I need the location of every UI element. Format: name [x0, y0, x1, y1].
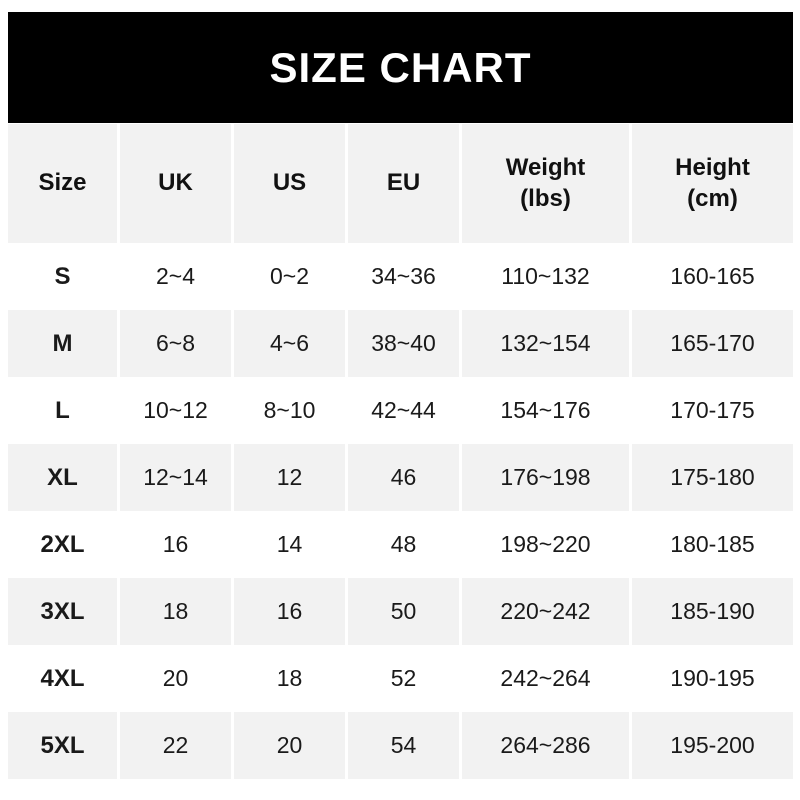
cell-eu: 52	[348, 645, 462, 712]
column-header-uk: UK	[120, 124, 234, 243]
cell-uk: 2~4	[120, 243, 234, 310]
cell-us: 12	[234, 444, 348, 511]
cell-height: 160-165	[632, 243, 793, 310]
cell-weight: 154~176	[462, 377, 632, 444]
column-header-height-unit: (cm)	[687, 184, 738, 212]
cell-uk: 12~14	[120, 444, 234, 511]
table-header-row: Size UK US EU Weight (lbs)	[8, 124, 793, 243]
cell-eu: 48	[348, 511, 462, 578]
cell-us: 20	[234, 712, 348, 779]
size-chart-table: Size UK US EU Weight (lbs)	[8, 124, 793, 779]
column-header-weight-unit: (lbs)	[520, 184, 571, 212]
table-row: 5XL 22 20 54 264~286 195-200	[8, 712, 793, 779]
column-header-weight-label: Weight	[505, 153, 586, 181]
table-row: 2XL 16 14 48 198~220 180-185	[8, 511, 793, 578]
cell-weight: 132~154	[462, 310, 632, 377]
cell-weight: 220~242	[462, 578, 632, 645]
cell-height: 175-180	[632, 444, 793, 511]
cell-weight: 110~132	[462, 243, 632, 310]
cell-size: 4XL	[8, 645, 120, 712]
cell-size: S	[8, 243, 120, 310]
cell-us: 4~6	[234, 310, 348, 377]
cell-us: 18	[234, 645, 348, 712]
cell-uk: 20	[120, 645, 234, 712]
table-row: L 10~12 8~10 42~44 154~176 170-175	[8, 377, 793, 444]
page-title: SIZE CHART	[269, 43, 532, 91]
cell-height: 190-195	[632, 645, 793, 712]
cell-weight: 176~198	[462, 444, 632, 511]
cell-eu: 54	[348, 712, 462, 779]
cell-weight: 198~220	[462, 511, 632, 578]
table-row: 3XL 18 16 50 220~242 185-190	[8, 578, 793, 645]
column-header-weight: Weight (lbs)	[462, 124, 632, 243]
cell-weight: 264~286	[462, 712, 632, 779]
cell-eu: 50	[348, 578, 462, 645]
table-row: XL 12~14 12 46 176~198 175-180	[8, 444, 793, 511]
table-header: Size UK US EU Weight (lbs)	[8, 124, 793, 243]
cell-height: 180-185	[632, 511, 793, 578]
cell-eu: 42~44	[348, 377, 462, 444]
cell-height: 185-190	[632, 578, 793, 645]
table-body: S 2~4 0~2 34~36 110~132 160-165 M 6~8 4~6 38~40 13…	[8, 243, 793, 779]
cell-eu: 34~36	[348, 243, 462, 310]
cell-height: 195-200	[632, 712, 793, 779]
cell-us: 16	[234, 578, 348, 645]
cell-eu: 46	[348, 444, 462, 511]
cell-size: 5XL	[8, 712, 120, 779]
cell-size: 3XL	[8, 578, 120, 645]
cell-height: 165-170	[632, 310, 793, 377]
column-header-us-label: US	[272, 169, 307, 197]
cell-uk: 22	[120, 712, 234, 779]
cell-weight: 242~264	[462, 645, 632, 712]
cell-us: 14	[234, 511, 348, 578]
column-header-size: Size	[8, 124, 120, 243]
cell-size: 2XL	[8, 511, 120, 578]
column-header-eu: EU	[348, 124, 462, 243]
table-row: S 2~4 0~2 34~36 110~132 160-165	[8, 243, 793, 310]
table-row: 4XL 20 18 52 242~264 190-195	[8, 645, 793, 712]
cell-uk: 18	[120, 578, 234, 645]
cell-size: XL	[8, 444, 120, 511]
column-header-us: US	[234, 124, 348, 243]
cell-size: L	[8, 377, 120, 444]
cell-size: M	[8, 310, 120, 377]
column-header-height: Height (cm)	[632, 124, 793, 243]
column-header-eu-label: EU	[386, 169, 421, 197]
size-chart-table-container: Size UK US EU Weight (lbs)	[8, 124, 793, 779]
title-band: SIZE CHART	[8, 12, 793, 123]
column-header-size-label: Size	[38, 169, 87, 197]
cell-us: 0~2	[234, 243, 348, 310]
cell-uk: 10~12	[120, 377, 234, 444]
cell-uk: 16	[120, 511, 234, 578]
column-header-uk-label: UK	[158, 169, 193, 197]
column-header-height-label: Height	[675, 153, 750, 181]
cell-height: 170-175	[632, 377, 793, 444]
table-row: M 6~8 4~6 38~40 132~154 165-170	[8, 310, 793, 377]
cell-eu: 38~40	[348, 310, 462, 377]
cell-us: 8~10	[234, 377, 348, 444]
cell-uk: 6~8	[120, 310, 234, 377]
